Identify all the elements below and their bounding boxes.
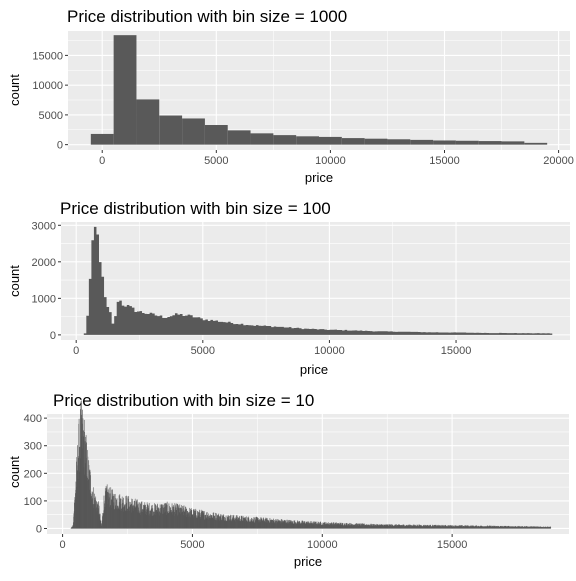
histogram-bar [478, 141, 502, 145]
panel-2-y-tick-label: 0 [50, 330, 56, 342]
panel-2-x-axis-label: price [300, 362, 328, 377]
histogram-bar [296, 136, 319, 145]
panel-1-y-tick-label: 0 [57, 140, 63, 152]
panel-1-title: Price distribution with bin size = 1000 [67, 7, 347, 26]
panel-2-x-tick-label: 0 [73, 345, 79, 357]
panel-2-x-ticks: 0 5000 10000 15000 [73, 340, 471, 357]
panel-1-x-tick-label: 20000 [543, 155, 574, 167]
panel-1-x-tick-label: 5000 [204, 155, 228, 167]
panel-2-bars [83, 226, 553, 335]
panel-3-y-tick-label: 400 [24, 413, 42, 425]
panel-bin-1000: Price distribution with bin size = 1000 … [7, 7, 574, 185]
histogram-bar [90, 133, 114, 145]
panel-3-title: Price distribution with bin size = 10 [53, 391, 314, 410]
histogram-bars [83, 226, 553, 335]
panel-3-x-tick-label: 5000 [180, 539, 204, 551]
histogram-bar [250, 133, 274, 145]
panel-3-y-ticks: 0 100 200 300 400 [24, 413, 47, 535]
histogram-bar [113, 35, 137, 145]
panel-bin-100: Price distribution with bin size = 100 0… [7, 199, 570, 377]
panel-3-y-tick-label: 100 [24, 496, 42, 508]
panel-2-x-tick-label: 10000 [314, 345, 345, 357]
panel-3-x-tick-label: 15000 [437, 539, 468, 551]
panel-2-x-tick-label: 15000 [441, 345, 472, 357]
histogram-bar [341, 138, 365, 145]
histogram-bar [410, 139, 434, 145]
panel-2-x-tick-label: 5000 [191, 345, 215, 357]
histogram-bar [501, 141, 525, 145]
panel-3-bars [70, 400, 551, 529]
panel-3-y-axis-label: count [7, 456, 22, 488]
panel-1-x-ticks: 0 5000 10000 15000 20000 [99, 150, 574, 167]
panel-1-x-axis-label: price [305, 170, 333, 185]
panel-1-x-tick-label: 15000 [429, 155, 460, 167]
histogram-bars [70, 400, 551, 529]
panel-1-y-ticks: 0 5000 10000 15000 [32, 50, 68, 152]
histogram-bar [227, 130, 251, 145]
panel-3-x-ticks: 0 5000 10000 15000 [60, 534, 468, 551]
histogram-bar [433, 140, 456, 145]
panel-2-y-tick-label: 3000 [32, 220, 56, 232]
panel-2-y-tick-label: 2000 [32, 257, 56, 269]
histogram-bar [364, 138, 388, 145]
histogram-bar [204, 125, 228, 145]
histogram-bar [136, 99, 160, 145]
histogram-bar [524, 142, 548, 145]
panel-2-y-ticks: 0 1000 2000 3000 [32, 220, 61, 342]
panel-1-x-tick-label: 10000 [315, 155, 346, 167]
panel-1-y-tick-label: 15000 [32, 50, 63, 62]
histogram-bar [159, 115, 183, 145]
panel-1-y-tick-label: 5000 [39, 110, 63, 122]
panel-1-bars [90, 35, 548, 145]
histogram-bar [319, 136, 342, 145]
panel-1-x-tick-label: 0 [99, 155, 105, 167]
panel-2-y-tick-label: 1000 [32, 293, 56, 305]
panel-3-y-tick-label: 200 [24, 468, 42, 480]
panel-1-y-tick-label: 10000 [32, 80, 63, 92]
panel-3-y-tick-label: 0 [36, 523, 42, 535]
panel-3-y-tick-label: 300 [24, 441, 42, 453]
histogram-bar [182, 118, 205, 145]
histogram-bar [273, 135, 297, 145]
panel-3-x-tick-label: 10000 [307, 539, 338, 551]
panel-3-x-tick-label: 0 [60, 539, 66, 551]
histogram-bar [455, 140, 479, 145]
panel-bin-10: Price distribution with bin size = 10 0 5… [7, 391, 569, 569]
panel-1-y-axis-label: count [7, 74, 22, 106]
histogram-bar [387, 139, 411, 145]
panel-2-title: Price distribution with bin size = 100 [60, 199, 331, 218]
panel-2-y-axis-label: count [7, 265, 22, 297]
panel-3-x-axis-label: price [294, 554, 322, 569]
